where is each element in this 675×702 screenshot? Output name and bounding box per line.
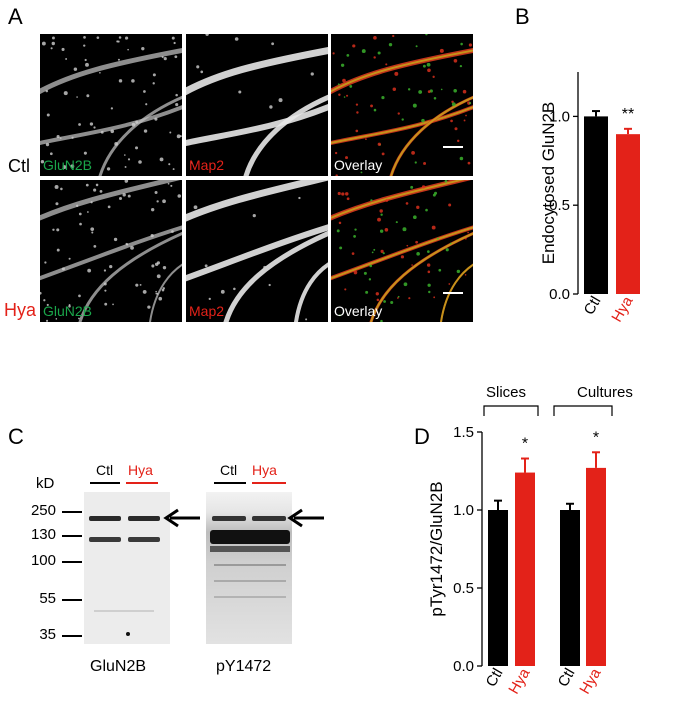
category-label: Hya: [505, 665, 533, 697]
category-label: Ctl: [581, 294, 605, 318]
y-tick-label: 0.5: [549, 197, 570, 214]
tile-label-overlay: Overlay: [334, 157, 383, 173]
y-tick-label: 1.0: [549, 108, 570, 125]
panel-c-letter: C: [8, 424, 24, 449]
bar: [616, 134, 640, 294]
micrograph-tile: Overlay: [331, 34, 473, 176]
y-tick-label: 0.0: [549, 286, 570, 303]
micrograph-tile: Map2: [186, 180, 328, 322]
tile-label-glun2b: GluN2B: [43, 303, 93, 319]
y-tick-label: 1.0: [453, 502, 474, 519]
lane-underline-hya-2: [252, 482, 286, 484]
tile-label-map2: Map2: [189, 157, 225, 173]
mw-marker-tick: [62, 635, 82, 637]
lane-label-ctl-2: Ctl: [220, 462, 238, 478]
mw-marker-tick: [62, 511, 82, 513]
lane-label-ctl: Ctl: [96, 462, 114, 478]
y-tick-label: 0.0: [453, 658, 474, 675]
mw-marker-label: 130: [30, 526, 56, 543]
micrograph-tile: Map2: [186, 34, 328, 176]
tile-label-overlay: Overlay: [334, 303, 383, 319]
y-tick-label: 1.5: [453, 424, 474, 441]
py1472-blot: [206, 492, 292, 644]
group-label-slices: Slices: [486, 384, 527, 401]
y-tick-label: 0.5: [453, 580, 474, 597]
row-label-ctl: Ctl: [8, 156, 30, 176]
y-axis-label: pTyr1472/GluN2B: [427, 481, 446, 616]
scale-bar: [443, 292, 463, 294]
mw-marker-tick: [62, 561, 82, 563]
mw-marker-label: 35: [39, 626, 56, 643]
lane-label-hya-2: Hya: [252, 462, 277, 478]
category-label: Ctl: [483, 666, 507, 690]
micrograph-tile: Overlay: [331, 180, 473, 322]
significance-marker: **: [622, 106, 634, 123]
mw-marker-label: 100: [30, 552, 56, 569]
tile-label-map2: Map2: [189, 303, 225, 319]
panel-a-letter: A: [8, 4, 23, 29]
category-label: Hya: [608, 293, 636, 325]
lane-label-hya: Hya: [128, 462, 153, 478]
py1472-blot-caption: pY1472: [216, 658, 272, 675]
bar: [584, 116, 608, 295]
tile-label-glun2b: GluN2B: [43, 157, 93, 173]
mw-marker-label: 250: [30, 502, 56, 519]
mw-marker-tick: [62, 599, 82, 601]
row-label-hya: Hya: [4, 300, 37, 320]
bar: [586, 467, 606, 666]
mw-marker-tick: [62, 535, 82, 537]
lane-underline-ctl-2: [214, 482, 246, 484]
panel-d-letter: D: [414, 424, 430, 449]
glun2b-blot: [84, 492, 170, 644]
micrograph-tile: GluN2B: [40, 34, 182, 176]
kd-unit-label: kD: [36, 475, 55, 492]
category-label: Hya: [576, 665, 604, 697]
panel-b-letter: B: [515, 4, 530, 29]
scale-bar: [443, 146, 463, 148]
glun2b-blot-caption: GluN2B: [90, 658, 147, 675]
significance-marker: *: [522, 436, 528, 453]
significance-marker: *: [593, 429, 599, 446]
band-arrow-icon: [163, 508, 200, 528]
bar: [560, 510, 580, 666]
y-axis-label: Endocytosed GluN2B: [540, 102, 558, 265]
group-label-cultures: Cultures: [577, 384, 633, 401]
band-arrow-icon-2: [287, 508, 324, 528]
bar: [515, 472, 535, 666]
bar: [488, 510, 508, 666]
category-label: Ctl: [555, 666, 579, 690]
micrograph-tile: GluN2B: [40, 180, 182, 322]
group-brackets: [483, 405, 613, 416]
lane-underline-hya: [126, 482, 158, 484]
lane-underline-ctl: [90, 482, 120, 484]
mw-marker-label: 55: [39, 590, 56, 607]
